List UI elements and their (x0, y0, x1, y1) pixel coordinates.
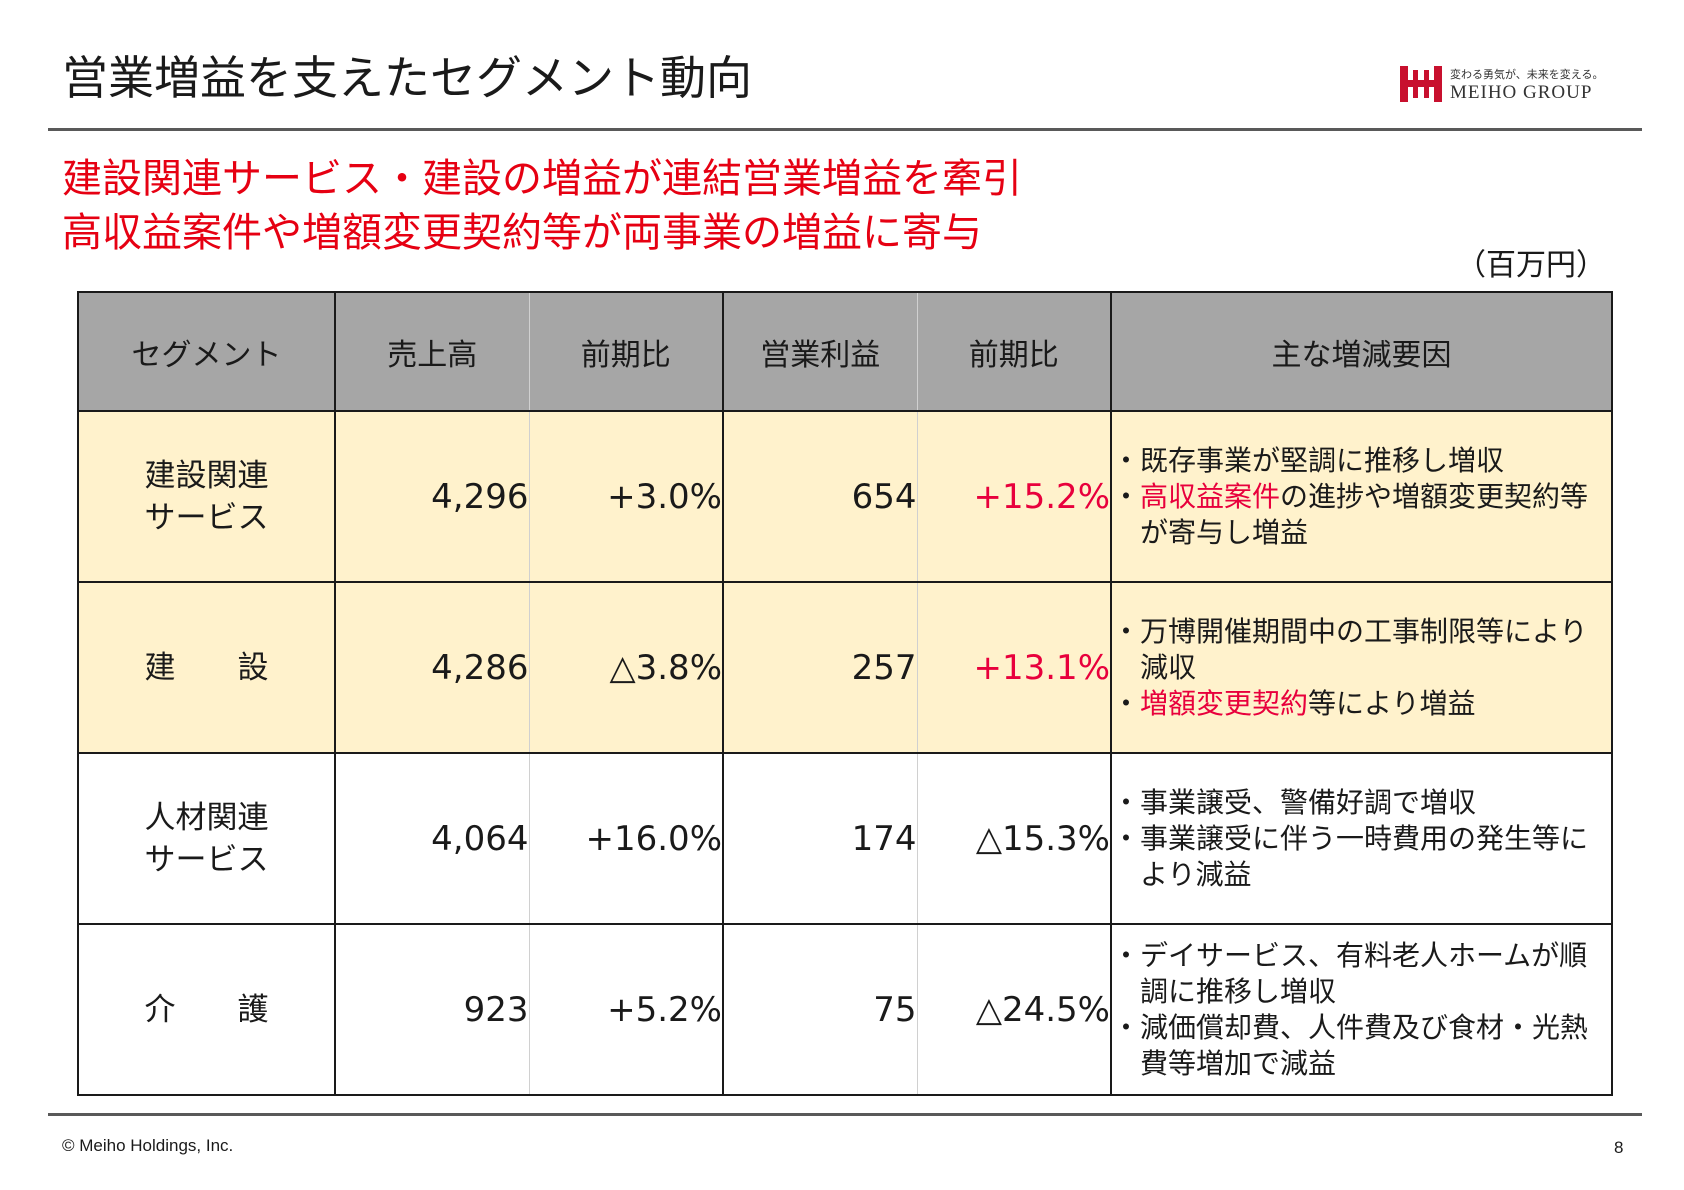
headline: 建設関連サービス・建設の増益が連結営業増益を牽引 高収益案件や増額変更契約等が両… (62, 152, 1022, 260)
segment-name-line: 介 護 (144, 991, 269, 1028)
header-divider (48, 128, 1642, 131)
table-row: 人材関連 サービス 4,064 +16.0% 174 △15.3% ・事業譲受、… (77, 752, 1613, 925)
segment-name-line: 建 設 (144, 649, 269, 686)
headline-line-1: 建設関連サービス・建設の増益が連結営業増益を牽引 (62, 156, 1022, 202)
segment-name: 建 設 (77, 581, 336, 754)
operating-profit-value: 654 (722, 410, 918, 583)
logo-tagline: 変わる勇気が、未来を変える。 (1450, 68, 1604, 81)
sales-value: 4,296 (334, 410, 530, 583)
sales-value: 4,064 (334, 752, 530, 925)
factor-text: 等により増益 (1308, 686, 1476, 720)
copyright: © Meiho Holdings, Inc. (62, 1136, 234, 1155)
factors-cell: ・万博開催期間中の工事制限等により減収 ・増額変更契約等により増益 (1110, 581, 1613, 754)
segment-name-line: 建設関連 (144, 457, 269, 494)
col-header-profit-yoy: 前期比 (916, 291, 1112, 412)
segment-name-line: サービス (144, 841, 269, 878)
col-header-sales-yoy: 前期比 (528, 291, 724, 412)
profit-yoy: +13.1% (916, 581, 1112, 754)
page-number: 8 (1614, 1138, 1624, 1157)
factor-item: ・減価償却費、人件費及び食材・光熱費等増加で減益 (1112, 1010, 1589, 1080)
factor-item: ・事業譲受に伴う一時費用の発生等により減益 (1112, 821, 1589, 891)
col-header-operating-profit: 営業利益 (722, 291, 918, 412)
headline-line-2: 高収益案件や増額変更契約等が両事業の増益に寄与 (62, 210, 982, 256)
unit-label: （百万円） (1456, 248, 1606, 283)
col-header-sales: 売上高 (334, 291, 530, 412)
sales-value: 4,286 (334, 581, 530, 754)
segment-name-line: 人材関連 (144, 799, 269, 836)
segment-name-line: サービス (144, 499, 269, 536)
company-logo: 変わる勇気が、未来を変える。 MEIHO GROUP (1400, 60, 1636, 108)
col-header-segment: セグメント (77, 291, 336, 412)
factor-item: ・事業譲受、警備好調で増収 (1112, 785, 1477, 819)
sales-yoy: +3.0% (528, 410, 724, 583)
footer-divider (48, 1113, 1642, 1116)
sales-yoy: +5.2% (528, 923, 724, 1096)
sales-yoy: △3.8% (528, 581, 724, 754)
table-row: 建 設 4,286 △3.8% 257 +13.1% ・万博開催期間中の工事制限… (77, 581, 1613, 754)
table-header-row: セグメント 売上高 前期比 営業利益 前期比 主な増減要因 (77, 291, 1613, 412)
logo-name: MEIHO GROUP (1450, 82, 1593, 103)
table-row: 建設関連 サービス 4,296 +3.0% 654 +15.2% ・既存事業が堅… (77, 410, 1613, 583)
profit-yoy: +15.2% (916, 410, 1112, 583)
factor-item: ・既存事業が堅調に推移し増収 (1112, 443, 1505, 477)
factors-cell: ・事業譲受、警備好調で増収 ・事業譲受に伴う一時費用の発生等により減益 (1110, 752, 1613, 925)
segment-table: セグメント 売上高 前期比 営業利益 前期比 主な増減要因 建設関連 サービス … (77, 291, 1613, 1096)
segment-name: 介 護 (77, 923, 336, 1096)
factor-bullet: ・ (1112, 479, 1141, 513)
sales-value: 923 (334, 923, 530, 1096)
meiho-logo-icon (1400, 66, 1442, 102)
col-header-factors: 主な増減要因 (1110, 291, 1613, 412)
profit-yoy: △15.3% (916, 752, 1112, 925)
factors-cell: ・デイサービス、有料老人ホームが順調に推移し増収 ・減価償却費、人件費及び食材・… (1110, 923, 1613, 1096)
segment-name: 人材関連 サービス (77, 752, 336, 925)
factors-cell: ・既存事業が堅調に推移し増収 ・高収益案件の進捗や増額変更契約等が寄与し増益 (1110, 410, 1613, 583)
table-row: 介 護 923 +5.2% 75 △24.5% ・デイサービス、有料老人ホームが… (77, 923, 1613, 1096)
operating-profit-value: 174 (722, 752, 918, 925)
factor-highlight: 高収益案件 (1140, 479, 1281, 513)
factor-item: ・万博開催期間中の工事制限等により減収 (1112, 614, 1588, 684)
factor-text: の進捗や増額変更契約等が寄与し増益 (1140, 479, 1589, 549)
factor-item: ・増額変更契約等により増益 (1112, 686, 1611, 722)
page-title: 営業増益を支えたセグメント動向 (62, 51, 752, 105)
sales-yoy: +16.0% (528, 752, 724, 925)
segment-name: 建設関連 サービス (77, 410, 336, 583)
profit-yoy: △24.5% (916, 923, 1112, 1096)
operating-profit-value: 257 (722, 581, 918, 754)
factor-item: ・デイサービス、有料老人ホームが順調に推移し増収 (1112, 938, 1588, 1008)
factor-item: ・高収益案件の進捗や増額変更契約等が寄与し増益 (1112, 479, 1611, 551)
operating-profit-value: 75 (722, 923, 918, 1096)
factor-highlight: 増額変更契約 (1140, 686, 1309, 720)
factor-bullet: ・ (1112, 686, 1141, 720)
